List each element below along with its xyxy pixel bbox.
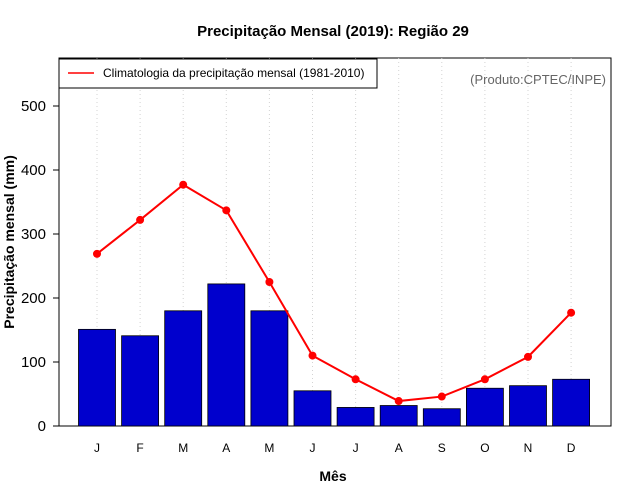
legend-label: Climatologia da precipitação mensal (198… <box>103 66 364 80</box>
precipitation-bar <box>207 283 246 427</box>
climatology-point <box>351 375 360 384</box>
y-tick-label: 300 <box>21 226 46 243</box>
x-tick-label: D <box>567 441 576 455</box>
climatology-point <box>437 392 446 401</box>
y-axis-title: Precipitação mensal (mm) <box>1 155 17 329</box>
bars-layer <box>78 283 590 427</box>
x-tick-label: S <box>438 441 446 455</box>
climatology-point <box>222 206 231 215</box>
precipitation-bar <box>465 387 504 427</box>
climatology-point <box>136 215 145 224</box>
y-tick-label: 200 <box>21 290 46 307</box>
x-tick-label: J <box>94 441 100 455</box>
precipitation-bar <box>250 310 289 427</box>
precipitation-bar <box>164 310 203 427</box>
y-tick-label: 100 <box>21 354 46 371</box>
x-tick-label: M <box>178 441 188 455</box>
climatology-line-layer <box>93 180 576 406</box>
climatology-point <box>265 278 274 286</box>
grid-layer <box>96 58 572 426</box>
climatology-line <box>96 183 572 403</box>
y-tick-label: 0 <box>38 418 46 435</box>
climatology-point <box>480 375 489 384</box>
chart-title: Precipitação Mensal (2019): Região 29 <box>197 23 469 40</box>
y-tick-label: 400 <box>21 162 46 179</box>
precipitation-bar <box>78 328 116 427</box>
climatology-point <box>93 249 101 258</box>
legend-box <box>58 58 378 89</box>
x-axis-title: Mês <box>319 468 346 484</box>
x-tick-label: A <box>395 441 403 455</box>
x-tick-label: J <box>353 441 359 455</box>
climatology-point <box>524 352 532 361</box>
precipitation-bar <box>552 378 590 427</box>
precipitation-bar <box>509 385 547 427</box>
y-tick-label: 500 <box>21 98 46 115</box>
climatology-point <box>567 308 576 317</box>
legend: Climatologia da precipitação mensal (198… <box>58 58 378 89</box>
plot-frame <box>58 57 612 427</box>
x-tick-label: N <box>524 441 533 455</box>
precipitation-bar <box>121 335 159 427</box>
x-tick-label: F <box>136 441 143 455</box>
climatology-point <box>179 180 188 189</box>
credit-text: (Produto:CPTEC/INPE) <box>470 72 606 87</box>
y-axis: 0 100 200 300 400 500 <box>21 98 59 435</box>
precipitation-bar <box>379 405 418 427</box>
climatology-point <box>308 351 317 360</box>
x-tick-label: A <box>222 441 230 455</box>
climatology-point <box>394 397 403 406</box>
plot-area <box>58 57 612 427</box>
precipitation-bar <box>422 408 461 427</box>
x-tick-label: M <box>264 441 274 455</box>
precipitation-bar <box>336 407 375 427</box>
x-tick-label: J <box>310 441 316 455</box>
x-tick-label: O <box>480 441 489 455</box>
precipitation-bar <box>293 390 332 427</box>
